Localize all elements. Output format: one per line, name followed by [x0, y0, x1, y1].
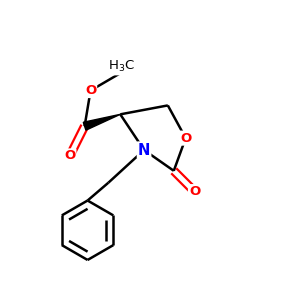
Text: O: O	[189, 185, 200, 198]
Text: H$_3$C: H$_3$C	[108, 59, 135, 74]
Text: O: O	[64, 149, 75, 162]
Polygon shape	[83, 114, 120, 130]
Text: N: N	[138, 142, 150, 158]
Text: O: O	[180, 132, 191, 145]
Text: O: O	[85, 84, 96, 97]
